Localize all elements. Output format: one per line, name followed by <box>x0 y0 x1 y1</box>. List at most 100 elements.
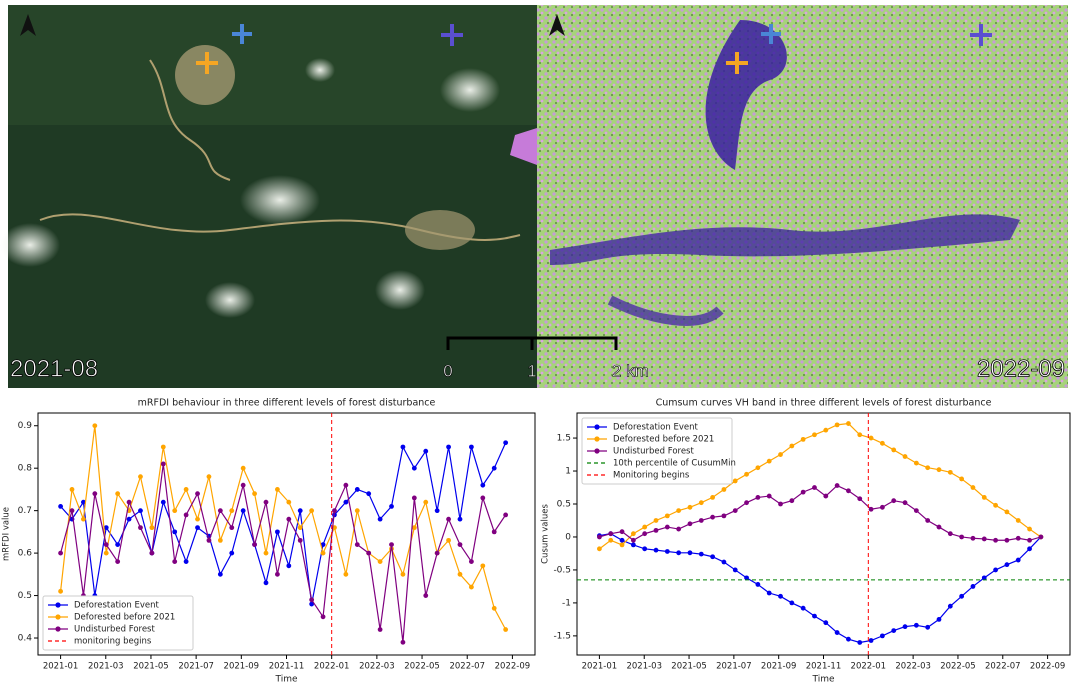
data-point <box>92 423 97 428</box>
data-point <box>823 494 828 499</box>
data-point <box>631 542 636 547</box>
y-tick-label: -0.5 <box>553 565 571 575</box>
data-point <box>688 505 693 510</box>
data-point <box>275 529 280 534</box>
data-point <box>925 625 930 630</box>
data-point <box>880 633 885 638</box>
data-point <box>275 572 280 577</box>
data-point <box>801 437 806 442</box>
y-tick-label: 0.6 <box>18 549 33 559</box>
data-point <box>58 504 63 509</box>
x-tick-label: 2022-07 <box>985 662 1021 672</box>
legend-label: monitoring begins <box>74 637 152 647</box>
data-point <box>676 508 681 513</box>
x-tick-label: 2021-11 <box>806 662 842 672</box>
data-point <box>343 483 348 488</box>
data-point <box>241 483 246 488</box>
data-point <box>823 620 828 625</box>
optical-image: 2021-08 <box>0 5 537 388</box>
data-point <box>401 572 406 577</box>
data-point <box>127 500 132 505</box>
data-point <box>937 467 942 472</box>
data-point <box>778 502 783 507</box>
data-point <box>925 465 930 470</box>
data-point <box>642 525 647 530</box>
data-point <box>846 421 851 426</box>
data-point <box>948 604 953 609</box>
legend-marker <box>55 614 60 619</box>
x-tick-label: 2022-07 <box>449 662 485 672</box>
x-tick-label: 2021-09 <box>224 662 260 672</box>
data-point <box>1027 527 1032 532</box>
x-tick-label: 2021-03 <box>626 662 662 672</box>
data-point <box>665 549 670 554</box>
data-point <box>642 546 647 551</box>
data-point <box>503 440 508 445</box>
data-point <box>971 536 976 541</box>
data-point <box>207 538 212 543</box>
data-point <box>801 606 806 611</box>
legend-label: Monitoring begins <box>613 471 690 481</box>
data-point <box>355 487 360 492</box>
data-point <box>891 448 896 453</box>
data-point <box>755 582 760 587</box>
y-tick-label: 0.5 <box>18 591 32 601</box>
image-date: 2021-08 <box>10 355 98 382</box>
data-point <box>172 559 177 564</box>
scale-label: 1 <box>527 361 536 380</box>
data-point <box>722 513 727 518</box>
data-point <box>378 559 383 564</box>
data-point <box>298 525 303 530</box>
data-point <box>184 559 189 564</box>
data-point <box>620 538 625 543</box>
legend-marker <box>55 602 60 607</box>
data-point <box>914 461 919 466</box>
data-point <box>891 498 896 503</box>
data-point <box>778 452 783 457</box>
data-point <box>880 505 885 510</box>
data-point <box>597 546 602 551</box>
data-point <box>608 531 613 536</box>
data-point <box>389 504 394 509</box>
data-point <box>286 563 291 568</box>
y-tick-label: 1 <box>565 467 571 477</box>
data-point <box>982 537 987 542</box>
x-tick-label: 2022-05 <box>404 662 440 672</box>
data-point <box>812 432 817 437</box>
data-point <box>710 495 715 500</box>
data-point <box>1038 535 1043 540</box>
chart-title: mRFDI behaviour in three different level… <box>138 398 436 409</box>
data-point <box>480 483 485 488</box>
data-point <box>184 487 189 492</box>
data-point <box>903 624 908 629</box>
data-point <box>971 485 976 490</box>
data-point <box>264 551 269 556</box>
data-point <box>823 428 828 433</box>
data-point <box>959 535 964 540</box>
data-point <box>149 525 154 530</box>
data-point <box>676 550 681 555</box>
data-point <box>959 594 964 599</box>
data-point <box>733 568 738 573</box>
data-point <box>218 508 223 513</box>
data-point <box>903 454 908 459</box>
data-point <box>115 542 120 547</box>
data-point <box>755 495 760 500</box>
data-point <box>81 517 86 522</box>
legend-label: Deforested before 2021 <box>613 435 714 445</box>
data-point <box>699 500 704 505</box>
data-point <box>755 465 760 470</box>
data-point <box>241 466 246 471</box>
data-point <box>1027 538 1032 543</box>
data-point <box>309 508 314 513</box>
data-point <box>252 491 257 496</box>
data-point <box>423 500 428 505</box>
data-point <box>161 500 166 505</box>
data-point <box>1027 546 1032 551</box>
data-point <box>458 517 463 522</box>
data-point <box>937 617 942 622</box>
data-point <box>389 542 394 547</box>
data-point <box>676 527 681 532</box>
data-point <box>458 542 463 547</box>
data-point <box>1005 538 1010 543</box>
